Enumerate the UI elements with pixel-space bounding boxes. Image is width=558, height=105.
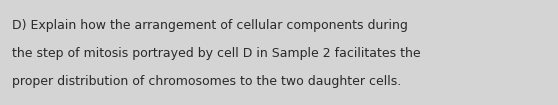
Text: D) Explain how the arrangement of cellular components during: D) Explain how the arrangement of cellul… bbox=[12, 19, 408, 32]
Text: the step of mitosis portrayed by cell D in Sample 2 facilitates the: the step of mitosis portrayed by cell D … bbox=[12, 47, 421, 60]
Text: proper distribution of chromosomes to the two daughter cells.: proper distribution of chromosomes to th… bbox=[12, 75, 402, 88]
